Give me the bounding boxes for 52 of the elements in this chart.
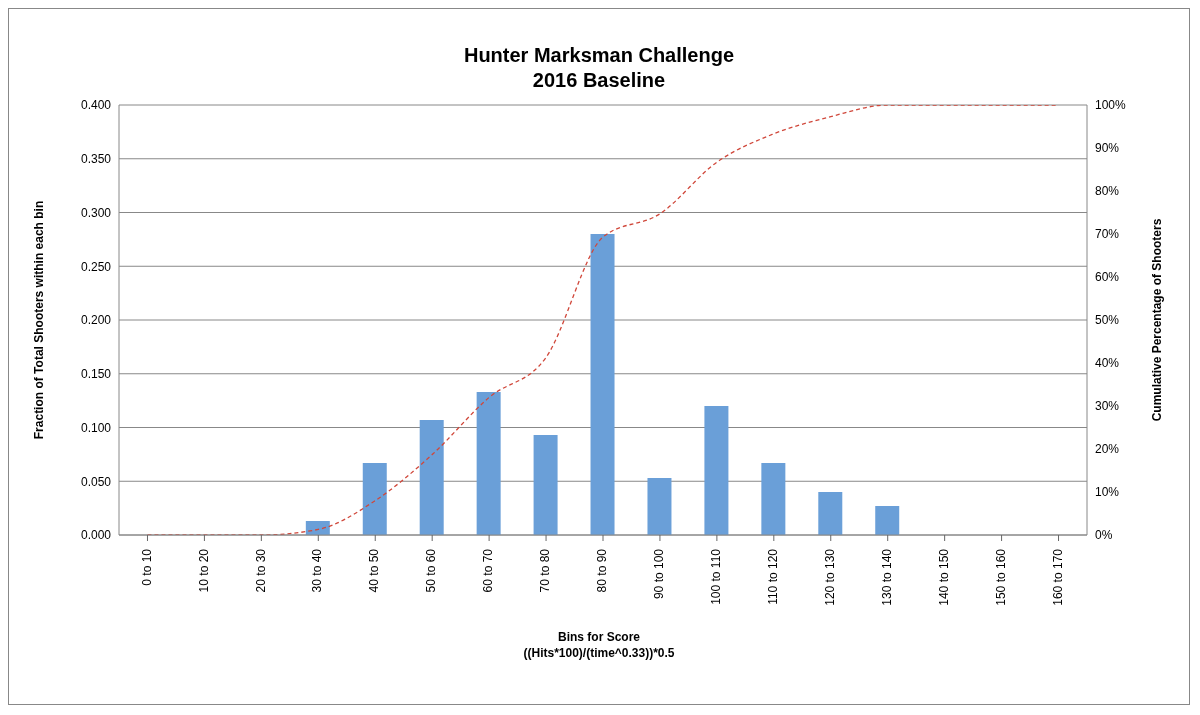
x-tick-label: 110 to 120 [766, 548, 780, 605]
x-tick-label: 160 to 170 [1050, 548, 1065, 606]
x-tick-label: 0 to 10 [139, 548, 154, 586]
x-tick-label: 120 to 130 [822, 548, 837, 606]
chart-title: Hunter Marksman Challenge [462, 43, 736, 68]
y-tick-label: 0.300 [80, 205, 112, 220]
y2-tick-label: 70% [1095, 227, 1120, 242]
y-tick-label: 0.100 [80, 420, 112, 435]
bar [818, 492, 843, 535]
x-tick-label: 70 to 80 [538, 548, 553, 593]
y2-tick-label: 0% [1095, 528, 1113, 543]
bar [704, 406, 729, 535]
y2-tick-label: 10% [1095, 485, 1120, 500]
y2-tick-label: 40% [1095, 356, 1120, 371]
x-tick-label: 10 to 20 [196, 548, 211, 593]
y2-tick-label: 50% [1095, 313, 1120, 328]
y-tick-label: 0.250 [80, 259, 112, 274]
y2-tick-label: 60% [1095, 270, 1120, 285]
bar [533, 435, 558, 535]
x-tick-label: 130 to 140 [879, 548, 894, 606]
x-tick-label: 50 to 60 [424, 548, 439, 593]
x-tick-label: 20 to 30 [253, 548, 268, 593]
x-tick-label: 40 to 50 [367, 548, 382, 593]
bar [647, 478, 672, 535]
y2-tick-label: 80% [1095, 184, 1120, 199]
x-axis-title: Bins for Score ((Hits*100)/(time^0.33))*0.5 [522, 629, 676, 661]
y2-tick-label: 30% [1095, 399, 1120, 414]
y-tick-label: 0.150 [80, 367, 112, 382]
y2-tick-label: 20% [1095, 442, 1120, 457]
y-tick-label: 0.050 [80, 474, 112, 489]
x-tick-label: 90 to 100 [652, 548, 667, 600]
x-tick-label: 80 to 90 [595, 548, 610, 593]
bar [419, 419, 444, 535]
y2-axis-title: Cumulative Percentage of Shooters [1150, 218, 1165, 422]
y-tick-label: 0.200 [80, 313, 112, 328]
chart-subtitle: 2016 Baseline [531, 68, 667, 93]
y-tick-label: 0.350 [80, 152, 112, 167]
x-tick-label: 100 to 110 [709, 548, 724, 605]
y-tick-label: 0.400 [80, 98, 112, 113]
bar [362, 462, 387, 535]
y2-tick-label: 100% [1095, 98, 1127, 113]
y-axis-title: Fraction of Total Shooters within each bin [32, 200, 47, 440]
bar [761, 462, 786, 535]
x-tick-label: 30 to 40 [310, 548, 325, 593]
x-tick-label: 140 to 150 [936, 548, 951, 606]
y2-tick-label: 90% [1095, 141, 1120, 156]
y-tick-label: 0.000 [80, 528, 112, 543]
x-tick-label: 60 to 70 [481, 548, 496, 593]
bar [476, 392, 501, 535]
bar [875, 505, 900, 535]
bar [590, 234, 615, 535]
x-tick-label: 150 to 160 [993, 548, 1008, 606]
